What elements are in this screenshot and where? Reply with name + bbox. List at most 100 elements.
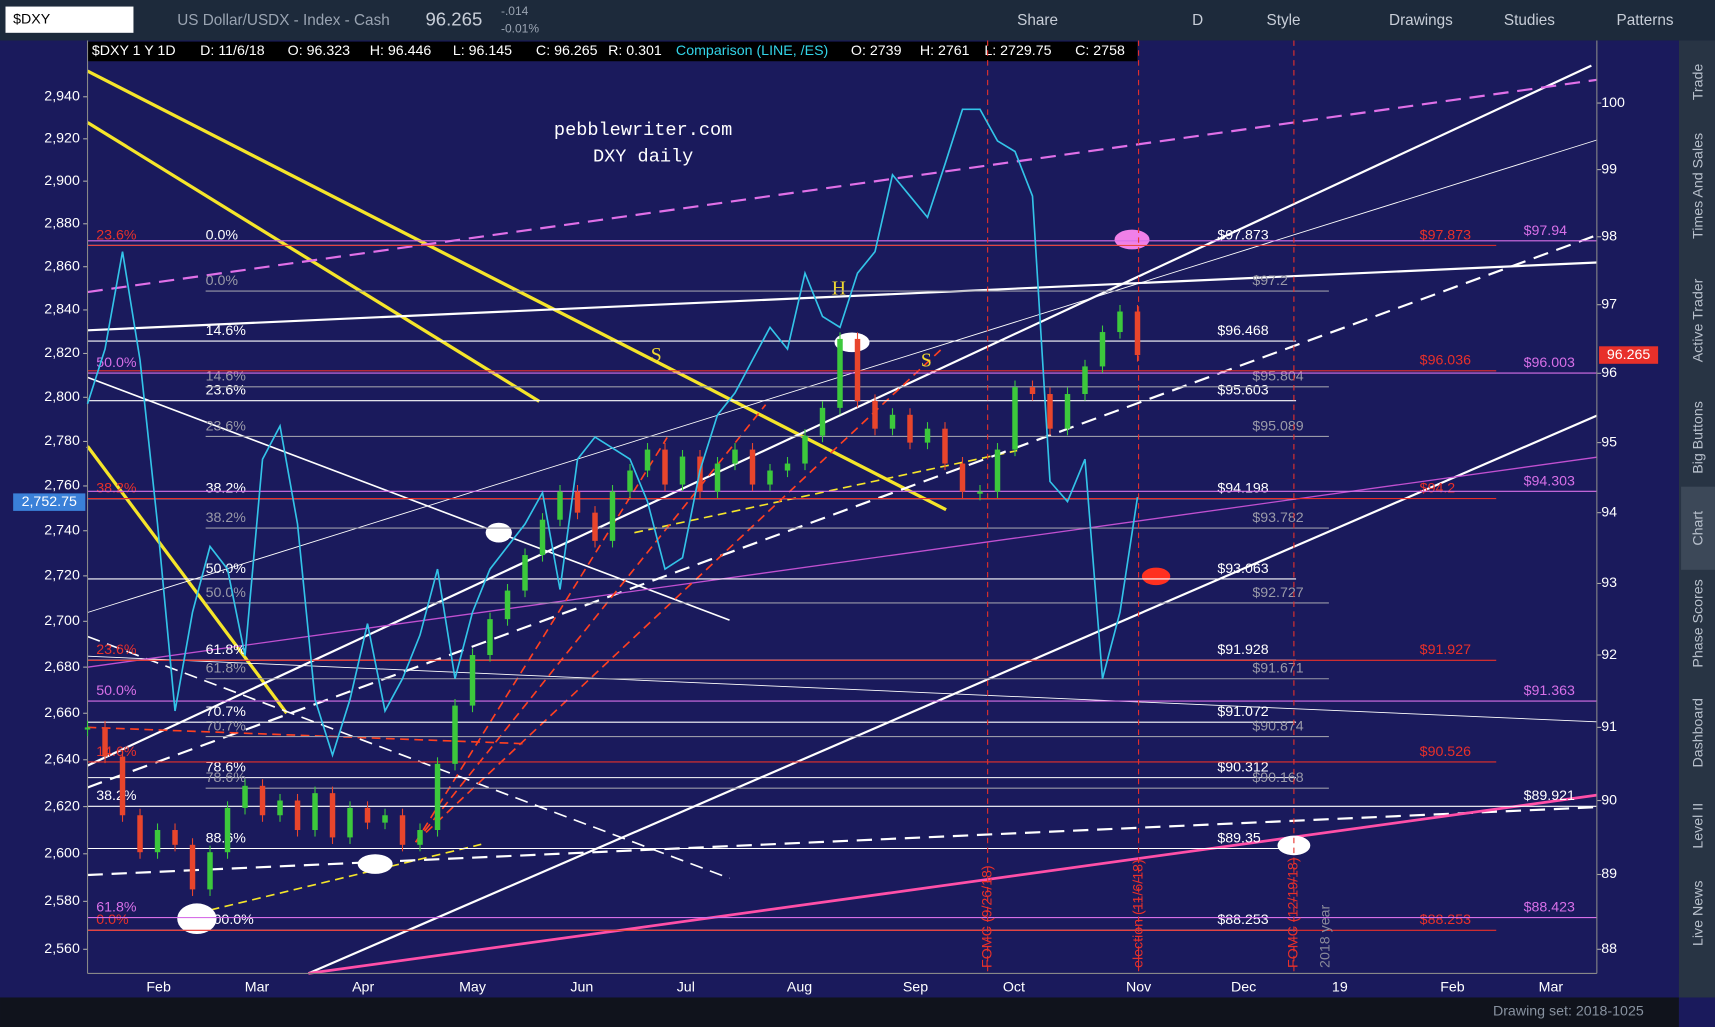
ohlc-item: H: 96.446 <box>370 43 432 59</box>
candle <box>539 519 546 556</box>
sidebar-tab-active[interactable] <box>1681 486 1715 570</box>
y-tick-label: 2,580 <box>44 893 80 909</box>
candle <box>749 449 756 485</box>
toolbar-button[interactable]: Style <box>1267 12 1301 29</box>
y2-tick-label: 100 <box>1601 95 1625 111</box>
marker-oval <box>1141 567 1171 586</box>
x-tick-label: Apr <box>352 979 374 995</box>
candle <box>329 793 336 838</box>
candle <box>452 705 458 764</box>
sidebar-tab[interactable]: Dashboard <box>1690 698 1706 767</box>
y-tick-label: 2,800 <box>44 389 80 405</box>
candle <box>1134 311 1141 356</box>
level-price: $89.35 <box>1217 830 1261 846</box>
candle <box>889 414 896 429</box>
toolbar-button[interactable]: Share <box>1017 12 1058 29</box>
toolbar-button[interactable]: D <box>1192 12 1203 29</box>
candle <box>504 590 511 620</box>
level-price: $97.873 <box>1217 227 1268 243</box>
chart-title: pebblewriter.com <box>554 120 732 141</box>
candle <box>767 470 773 485</box>
level-pct: 78.6% <box>206 760 247 776</box>
sidebar-tab[interactable]: Phase Scores <box>1690 579 1706 667</box>
level-price: $91.072 <box>1217 704 1268 720</box>
y-tick-label: 2,820 <box>44 345 80 361</box>
ohlc-item: L: 96.145 <box>453 43 512 59</box>
level-pct: 78.6% <box>206 770 247 786</box>
y2-tick-label: 94 <box>1601 504 1617 520</box>
level-price: $93.063 <box>1217 561 1268 577</box>
level-price: $88.253 <box>1420 912 1471 928</box>
comparison-label: Comparison (LINE, /ES) <box>676 43 828 59</box>
candle <box>102 727 108 757</box>
x-tick-label: Oct <box>1003 979 1025 995</box>
y2-tick-label: 88 <box>1601 941 1617 957</box>
candle <box>137 815 143 853</box>
candle <box>1082 366 1088 395</box>
y2-tick-label: 91 <box>1601 719 1617 735</box>
x-tick-label: Mar <box>245 979 270 995</box>
level-price: $96.468 <box>1217 323 1268 339</box>
ohlc-item: O: 96.323 <box>288 43 350 59</box>
candle <box>119 756 126 816</box>
y-tick-label: 2,560 <box>44 941 80 957</box>
symbol[interactable]: $DXY <box>13 11 51 27</box>
event-label: 2018 year <box>1317 904 1333 967</box>
sidebar-tab[interactable]: Live News <box>1690 880 1706 946</box>
sidebar-tab[interactable]: Chart <box>1690 511 1706 546</box>
candle <box>627 470 633 492</box>
sidebar-tab[interactable]: Times And Sales <box>1690 133 1706 239</box>
sidebar-tab[interactable]: Level II <box>1690 803 1706 849</box>
level-price: $90.312 <box>1217 760 1268 776</box>
level-pct: 38.2% <box>206 510 247 526</box>
level-price: $95.603 <box>1217 383 1268 399</box>
level-price: $89.921 <box>1524 788 1575 804</box>
comparison-item: C: 2758 <box>1075 43 1125 59</box>
toolbar-button[interactable]: Patterns <box>1617 12 1674 29</box>
candle <box>434 763 441 831</box>
trend-line <box>86 121 541 403</box>
candle <box>907 414 913 443</box>
candle <box>732 449 738 464</box>
candle <box>854 338 861 401</box>
x-tick-label: Mar <box>1539 979 1564 995</box>
candle <box>1012 387 1018 450</box>
level-pct: 23.6% <box>96 642 137 658</box>
symbol-box[interactable] <box>5 6 134 33</box>
trend-line <box>87 806 1597 877</box>
event-label: election (11/6/18) <box>1130 859 1146 968</box>
drawing-set: Drawing set: 2018-1025 <box>1493 1003 1644 1019</box>
level-price: $94.198 <box>1217 481 1268 497</box>
candle <box>294 800 301 831</box>
trend-line <box>87 64 1592 767</box>
candle <box>224 807 231 853</box>
level-pct: 38.2% <box>96 480 137 496</box>
level-price: $97.873 <box>1420 227 1471 243</box>
y-tick-label: 2,840 <box>44 302 80 318</box>
candle <box>259 785 266 816</box>
level-pct: 50.0% <box>96 355 137 371</box>
sidebar-tab[interactable]: Trade <box>1690 64 1706 101</box>
candle <box>382 815 388 823</box>
candle <box>959 463 966 492</box>
sidebar-tab[interactable]: Active Trader <box>1690 278 1706 362</box>
y-tick-label: 2,740 <box>44 522 80 538</box>
ohlc-item: R: 0.301 <box>608 43 662 59</box>
toolbar-button[interactable]: Studies <box>1504 12 1555 29</box>
x-tick-label: Jun <box>570 979 593 995</box>
trend-line <box>87 726 526 745</box>
trend-line <box>87 655 1597 723</box>
candle <box>679 456 686 485</box>
sidebar-tab[interactable]: Big Buttons <box>1690 401 1706 474</box>
candle <box>784 463 791 471</box>
level-pct: 100.0% <box>206 912 255 928</box>
level-pct: 0.0% <box>206 273 239 289</box>
y-tick-label: 2,720 <box>44 568 80 584</box>
comparison-item: O: 2739 <box>851 43 902 59</box>
level-pct: 14.6% <box>206 323 247 339</box>
toolbar-button[interactable]: Drawings <box>1389 12 1453 29</box>
level-pct: 50.0% <box>96 683 137 699</box>
y-tick-label: 2,640 <box>44 752 80 768</box>
level-price: $91.928 <box>1217 642 1268 658</box>
level-pct: 70.7% <box>206 718 247 734</box>
